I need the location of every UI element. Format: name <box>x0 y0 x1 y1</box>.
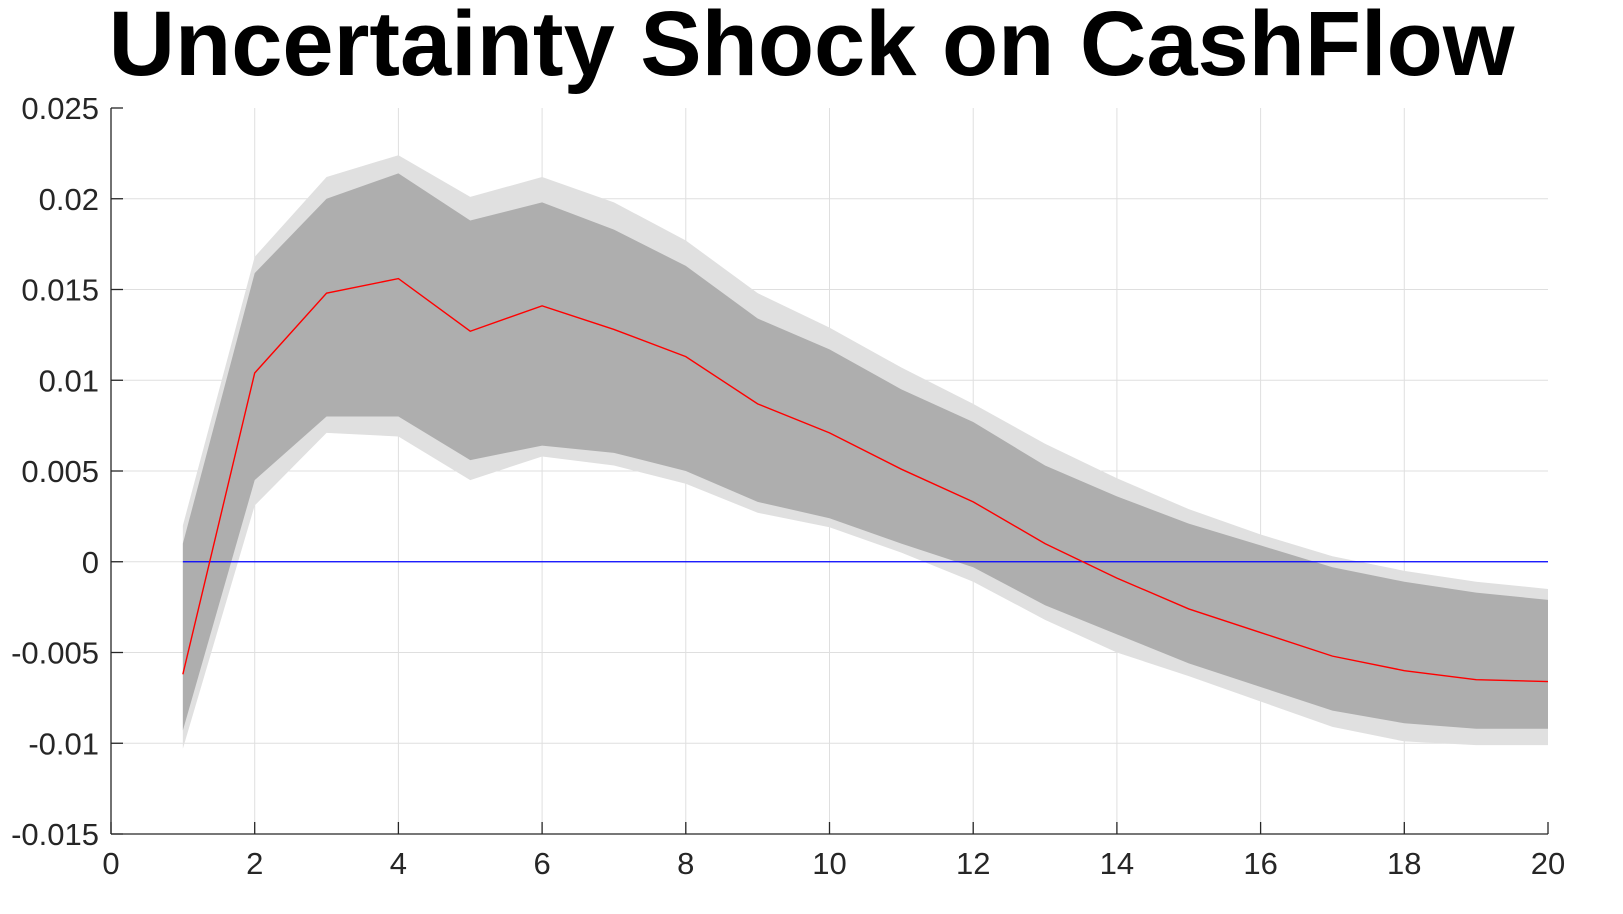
inner-confidence-band <box>182 173 1549 731</box>
y-tick-label: -0.01 <box>28 726 99 761</box>
y-tick-label: 0 <box>82 545 99 580</box>
x-tick-label: 16 <box>1243 846 1277 881</box>
y-tick-label: 0.02 <box>39 182 99 217</box>
x-tick-label: 18 <box>1387 846 1421 881</box>
y-tick-label: -0.005 <box>11 636 99 671</box>
median-response-line <box>182 277 1549 683</box>
chart-title: Uncertainty Shock on CashFlow <box>108 0 1515 95</box>
y-tick-label: 0.025 <box>21 91 99 126</box>
series-lines <box>182 277 1549 683</box>
x-tick-label: 20 <box>1531 846 1565 881</box>
x-tick-label: 0 <box>102 846 119 881</box>
x-tick-label: 10 <box>812 846 846 881</box>
x-tick-label: 12 <box>956 846 990 881</box>
axes <box>110 107 1549 835</box>
x-tick-label: 4 <box>390 846 407 881</box>
x-tick-labels: 0 2 4 6 8 10 12 14 16 18 20 <box>102 846 1565 881</box>
x-tick-label: 8 <box>677 846 694 881</box>
x-tick-label: 14 <box>1100 846 1134 881</box>
y-tick-labels: -0.015 -0.01 -0.005 0 0.005 0.01 0.015 0.02 0.02… <box>11 91 99 852</box>
y-tick-label: 0.005 <box>21 454 99 489</box>
y-tick-label: 0.015 <box>21 273 99 308</box>
confidence-bands <box>182 155 1549 749</box>
x-tick-label: 2 <box>246 846 263 881</box>
y-tick-label: -0.015 <box>11 817 99 852</box>
y-tick-label: 0.01 <box>39 363 99 398</box>
x-tick-label: 6 <box>533 846 550 881</box>
